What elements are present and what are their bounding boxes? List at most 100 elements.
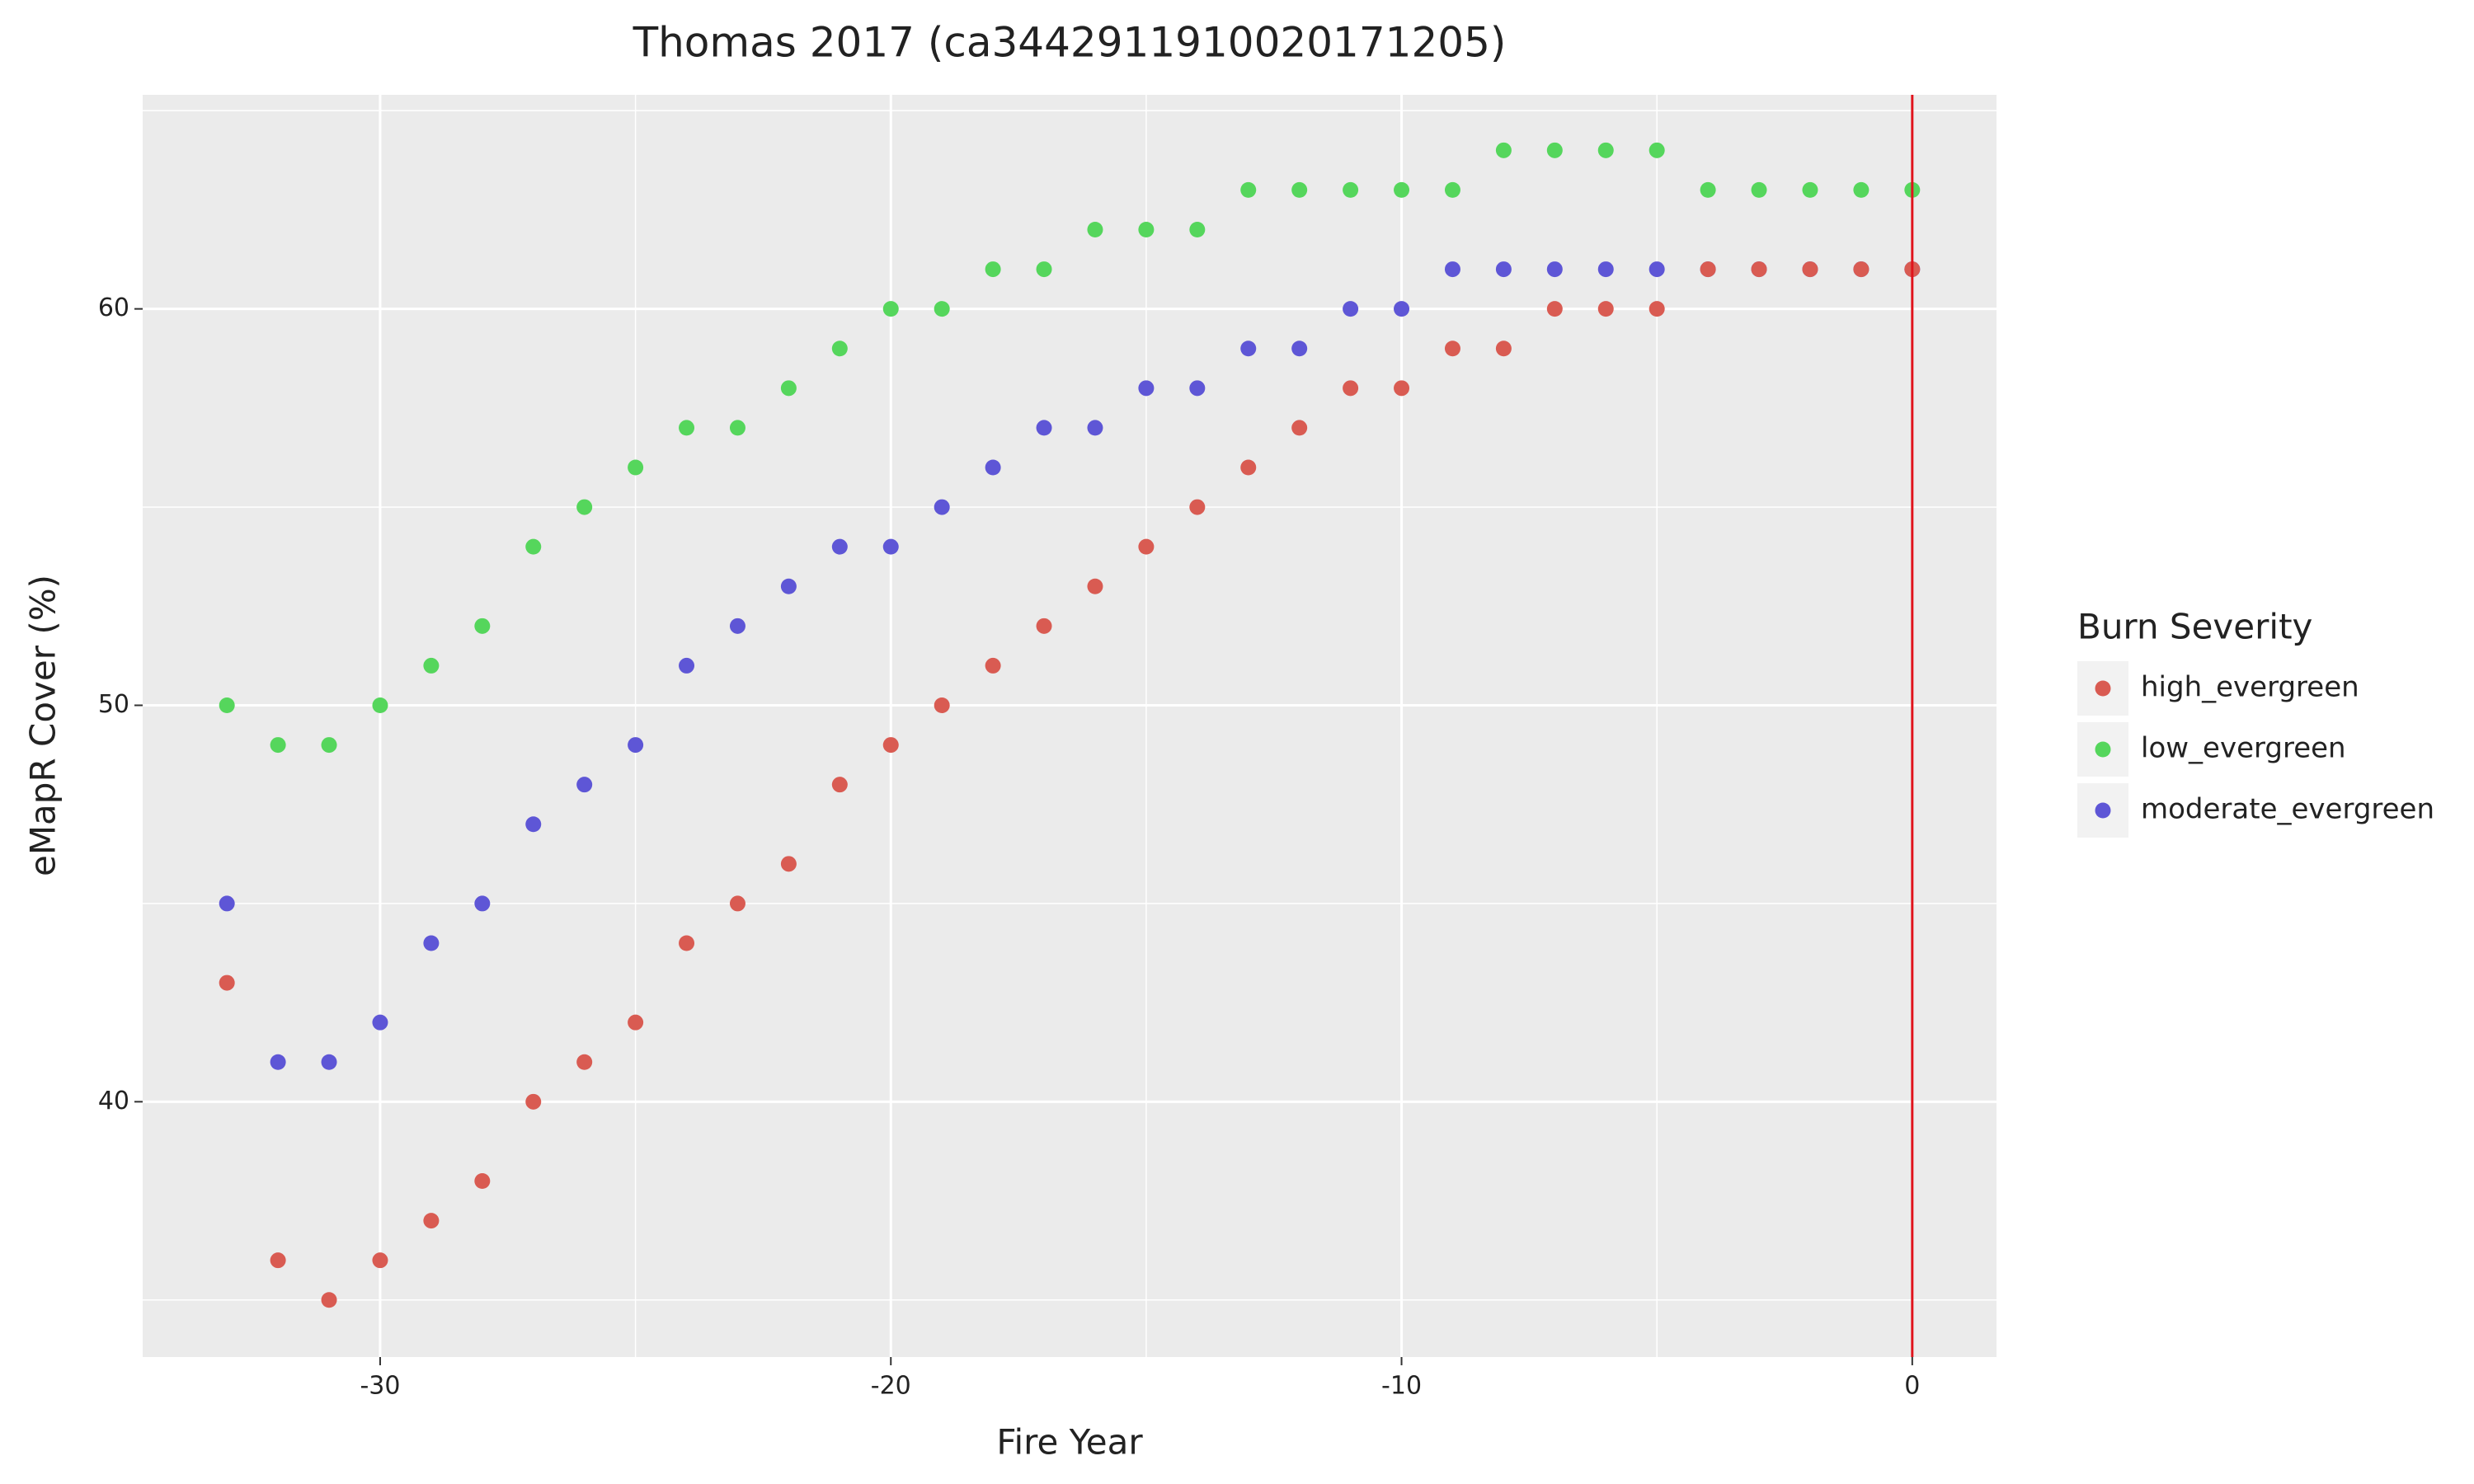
point [219, 697, 235, 713]
point [831, 538, 848, 555]
point [372, 1014, 388, 1031]
point [1291, 420, 1308, 436]
point [1495, 261, 1512, 278]
point [1700, 181, 1716, 198]
point [1444, 261, 1460, 278]
point [1240, 459, 1257, 476]
point [679, 935, 695, 951]
y-axis-title: eMapR Cover (%) [23, 575, 63, 876]
plot-panel [143, 95, 1997, 1357]
point [1087, 221, 1103, 237]
point [1597, 301, 1614, 317]
point [729, 895, 745, 912]
point [1394, 301, 1410, 317]
legend-label: high_evergreen [2141, 671, 2359, 704]
point [985, 459, 1001, 476]
point [1343, 380, 1359, 397]
point [1138, 221, 1155, 237]
legend-marker [2095, 802, 2111, 819]
point [423, 935, 440, 951]
y-tick-label: 50 [98, 690, 129, 719]
point [1087, 578, 1103, 594]
point [525, 538, 542, 555]
point [525, 816, 542, 833]
point [628, 1014, 644, 1031]
point [934, 499, 950, 515]
point [934, 301, 950, 317]
point [423, 657, 440, 674]
point [1189, 221, 1206, 237]
legend: high_evergreen low_evergreen moderate_ever… [2077, 661, 2434, 838]
point [1444, 340, 1460, 357]
legend-title: Burn Severity [2077, 607, 2312, 647]
point [1138, 538, 1155, 555]
point [1291, 340, 1308, 357]
point [1291, 181, 1308, 198]
legend-label: moderate_evergreen [2141, 793, 2434, 826]
point [1597, 261, 1614, 278]
point [1240, 181, 1257, 198]
point [1444, 181, 1460, 198]
point [1495, 142, 1512, 158]
point [1036, 261, 1052, 278]
point [1495, 340, 1512, 357]
point [576, 1054, 593, 1070]
point [1597, 142, 1614, 158]
point [780, 380, 797, 397]
point [679, 657, 695, 674]
point [780, 856, 797, 872]
point [1751, 181, 1767, 198]
point [321, 1292, 337, 1308]
point [628, 737, 644, 754]
point [1394, 380, 1410, 397]
point [321, 737, 337, 754]
point [729, 618, 745, 634]
points [219, 142, 1921, 1308]
point [1189, 499, 1206, 515]
point [1546, 261, 1563, 278]
point [372, 697, 388, 713]
point [1649, 261, 1665, 278]
point [831, 340, 848, 357]
point [1802, 181, 1818, 198]
point [1700, 261, 1716, 278]
point [628, 459, 644, 476]
point [985, 657, 1001, 674]
point [831, 777, 848, 793]
point [525, 1093, 542, 1110]
x-tick-label: -30 [360, 1372, 400, 1401]
point [576, 499, 593, 515]
point [219, 974, 235, 991]
point [729, 420, 745, 436]
point [780, 578, 797, 594]
point [882, 301, 899, 317]
point [934, 697, 950, 713]
point [1546, 142, 1563, 158]
y-tick-label: 60 [98, 294, 129, 322]
point [219, 895, 235, 912]
point [1649, 142, 1665, 158]
point [1138, 380, 1155, 397]
point [270, 1252, 286, 1269]
point [474, 1173, 491, 1190]
point [1036, 618, 1052, 634]
point [1240, 340, 1257, 357]
legend-marker [2095, 741, 2111, 758]
point [1394, 181, 1410, 198]
point [270, 1054, 286, 1070]
point [474, 895, 491, 912]
point [423, 1213, 440, 1229]
point [1751, 261, 1767, 278]
point [1343, 181, 1359, 198]
point [882, 737, 899, 754]
point [1802, 261, 1818, 278]
point [1853, 261, 1870, 278]
point [985, 261, 1001, 278]
point [1189, 380, 1206, 397]
point [1087, 420, 1103, 436]
x-tick-label: -10 [1381, 1372, 1422, 1401]
point [474, 618, 491, 634]
point [372, 1252, 388, 1269]
point [321, 1054, 337, 1070]
